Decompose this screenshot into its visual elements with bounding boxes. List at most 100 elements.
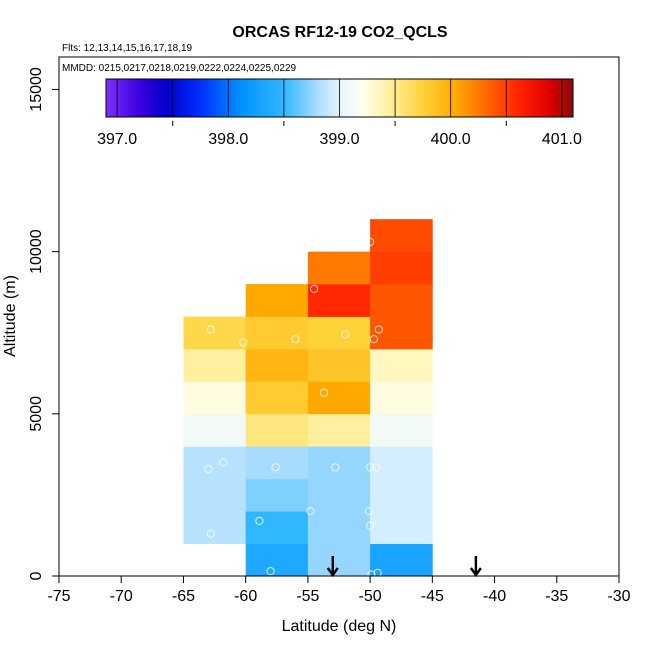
x-tick-label: -75	[47, 588, 70, 605]
colorbar-segment	[493, 79, 497, 117]
colorbar-segment	[199, 79, 203, 117]
colorbar-segment	[215, 79, 219, 117]
colorbar-segment	[402, 79, 406, 117]
colorbar-segment	[306, 79, 310, 117]
colorbar-segment	[484, 79, 488, 117]
colorbar-segment	[446, 79, 450, 117]
colorbar-segment	[526, 79, 530, 117]
colorbar-segment	[124, 79, 128, 117]
colorbar-segment	[283, 79, 287, 117]
heatmap-cell	[307, 413, 371, 447]
colorbar-tick-label: 401.0	[542, 131, 582, 148]
heatmap-cell	[245, 446, 309, 480]
colorbar-segment	[442, 79, 446, 117]
colorbar-segment	[222, 79, 226, 117]
heatmap-cell	[370, 446, 433, 480]
heatmap-cell	[370, 413, 433, 447]
latitude-arrow	[326, 556, 339, 578]
colorbar-segment	[386, 79, 390, 117]
colorbar-segment	[339, 79, 343, 117]
colorbar-segment	[155, 79, 158, 117]
colorbar-segment	[285, 79, 289, 117]
colorbar-segment	[239, 79, 242, 117]
sample-point	[206, 325, 215, 334]
colorbar-segment	[334, 79, 338, 117]
colorbar-segment	[255, 79, 259, 117]
colorbar-segment	[218, 79, 221, 117]
colorbar-segment	[150, 79, 154, 117]
sample-point	[374, 365, 383, 375]
sample-point	[367, 570, 376, 579]
colorbar-segment	[507, 79, 511, 117]
heatmap-cell	[183, 381, 247, 415]
sample-point	[206, 529, 215, 538]
colorbar-segment	[311, 79, 315, 117]
colorbar-segment	[456, 79, 460, 117]
sample-point	[291, 335, 300, 344]
colorbar-segment	[565, 79, 569, 117]
sample-point	[239, 338, 248, 347]
colorbar-segment	[549, 79, 553, 117]
colorbar-segment	[145, 79, 149, 117]
colorbar-segment	[194, 79, 198, 117]
colorbar-segment	[302, 79, 305, 117]
colorbar-segment	[178, 79, 182, 117]
heatmap-cell	[370, 511, 433, 544]
colorbar-segment	[136, 79, 140, 117]
colorbar-segment	[397, 79, 401, 117]
y-tick-label: 15000	[28, 67, 45, 112]
colorbar-segment	[141, 79, 144, 117]
colorbar-segment	[365, 79, 369, 117]
x-tick-label: -60	[234, 588, 257, 605]
colorbar-segment	[253, 79, 256, 117]
y-axis: 0 5000 10000 15000	[28, 67, 60, 580]
sample-point	[374, 325, 383, 334]
x-tick-label: -35	[545, 588, 568, 605]
sample-point	[320, 388, 329, 397]
colorbar-segment	[498, 79, 502, 117]
colorbar-segment	[227, 79, 231, 117]
colorbar-segment	[248, 79, 252, 117]
colorbar-segment	[185, 79, 189, 117]
colorbar-segment	[173, 79, 177, 117]
heatmap-cell	[245, 316, 309, 350]
colorbar-segment	[267, 79, 270, 117]
colorbar-segment	[348, 79, 352, 117]
colorbar-segment	[561, 79, 565, 117]
sample-point	[266, 567, 275, 576]
colorbar-segment	[537, 79, 541, 117]
colorbar-segment	[432, 79, 436, 117]
sample-point	[204, 464, 213, 474]
colorbar-segment	[554, 79, 558, 117]
colorbar-segment	[367, 79, 371, 117]
colorbar-segment	[278, 79, 282, 117]
x-tick-label: -70	[110, 588, 133, 605]
colorbar-tick-label: 398.0	[208, 131, 248, 148]
y-tick-label: 0	[28, 571, 45, 580]
colorbar-segment	[486, 79, 490, 117]
colorbar-segment	[428, 79, 432, 117]
colorbar-segment	[330, 79, 333, 117]
colorbar-segment	[372, 79, 376, 117]
colorbar-segment	[337, 79, 340, 117]
colorbar-segment	[414, 79, 418, 117]
colorbar-segment	[540, 79, 544, 117]
sample-point	[366, 237, 375, 246]
colorbar-segment	[313, 79, 317, 117]
colorbar-segment	[183, 79, 186, 117]
colorbar-segment	[281, 79, 284, 117]
colorbar-segment	[148, 79, 151, 117]
colorbar-segment	[544, 79, 548, 117]
colorbar-segment	[250, 79, 254, 117]
sample-point	[364, 507, 373, 516]
colorbar-segment	[295, 79, 298, 117]
colorbar-segment	[192, 79, 196, 117]
colorbar-segment	[439, 79, 443, 117]
x-tick-label: -45	[421, 588, 444, 605]
colorbar-segment	[304, 79, 308, 117]
colorbar-frame	[105, 78, 574, 118]
x-tick-label: -55	[296, 588, 319, 605]
colorbar-segment	[547, 79, 551, 117]
colorbar-segment	[229, 79, 233, 117]
colorbar-segment	[393, 79, 397, 117]
